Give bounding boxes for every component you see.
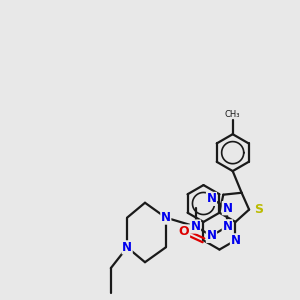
- Text: S: S: [254, 203, 263, 216]
- Text: N: N: [206, 229, 217, 242]
- Text: N: N: [122, 241, 132, 254]
- Text: CH₃: CH₃: [225, 110, 241, 119]
- Text: N: N: [161, 211, 171, 224]
- Text: N: N: [222, 202, 233, 214]
- Text: N: N: [230, 234, 240, 247]
- Text: N: N: [222, 220, 233, 233]
- Text: N: N: [190, 220, 200, 233]
- Text: N: N: [206, 229, 217, 242]
- Text: N: N: [222, 220, 233, 233]
- Text: O: O: [179, 225, 190, 238]
- Text: N: N: [222, 202, 233, 214]
- Text: N: N: [206, 192, 217, 206]
